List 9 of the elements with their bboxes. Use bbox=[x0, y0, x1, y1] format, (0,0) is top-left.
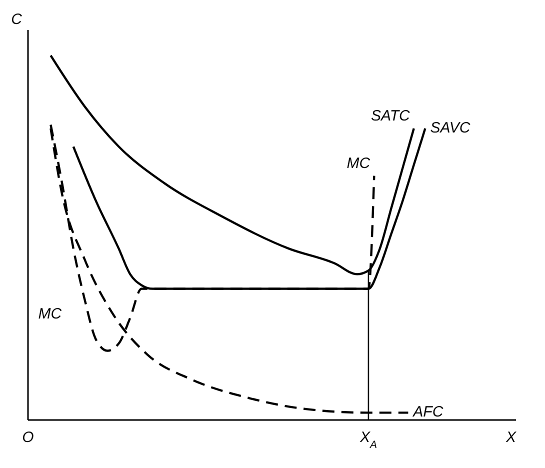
x-tick-label: O bbox=[22, 429, 34, 446]
series-label: AFC bbox=[412, 404, 444, 421]
series-label: SATC bbox=[370, 107, 410, 124]
y-axis-title: C bbox=[11, 11, 22, 28]
series-label: SAVC bbox=[430, 119, 470, 136]
annotation: MC bbox=[38, 306, 62, 323]
x-axis-title: X bbox=[504, 429, 517, 446]
x-tick-label: X$_{A}$ bbox=[358, 429, 377, 451]
series-label: MC bbox=[346, 154, 370, 172]
